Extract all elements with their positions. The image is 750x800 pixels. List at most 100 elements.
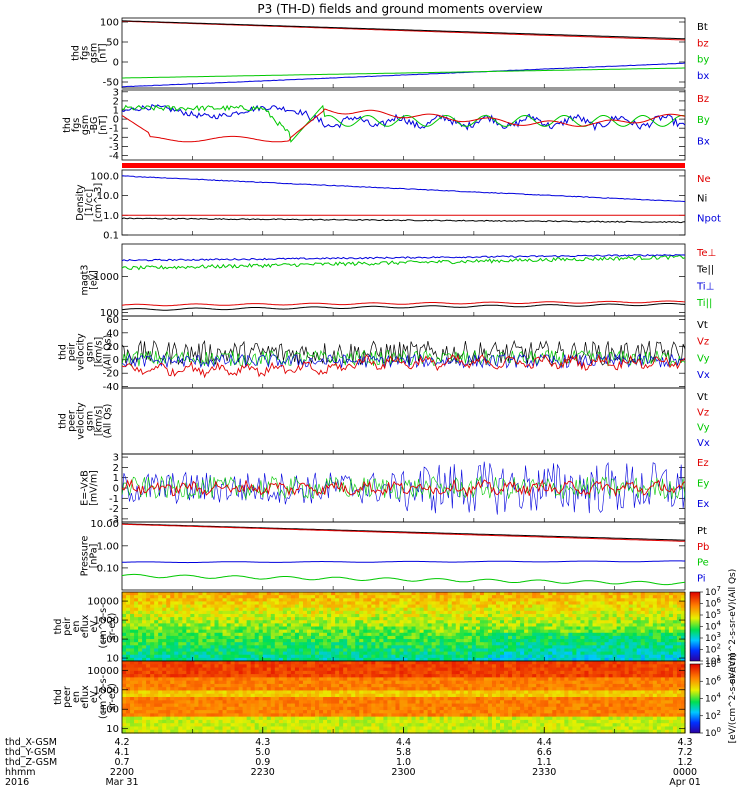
spectrogram-cell <box>395 620 401 624</box>
spectrogram-cell <box>487 604 493 609</box>
spectrogram-cell <box>222 645 228 650</box>
spectrogram-cell <box>399 670 405 675</box>
spectrogram-cell <box>640 617 646 621</box>
spectrogram-cell <box>660 592 666 596</box>
spectrogram-cell <box>315 595 320 599</box>
spectrogram-cell <box>311 598 316 603</box>
spectrogram-cell <box>608 598 614 603</box>
spectrogram-cell <box>186 635 191 640</box>
spectrogram-cell <box>463 610 469 615</box>
spectrogram-cell <box>387 610 393 615</box>
spectrogram-cell <box>222 680 228 685</box>
spectrogram-cell <box>491 592 497 596</box>
spectrogram-cell <box>294 693 300 698</box>
spectrogram-cell <box>652 617 658 621</box>
spectrogram-cell <box>411 654 417 659</box>
spectrogram-cell <box>170 697 175 701</box>
spectrogram-cell <box>122 723 127 728</box>
spectrogram-cell <box>387 683 393 688</box>
spectrogram-cell <box>379 598 384 603</box>
spectrogram-cell <box>323 710 328 714</box>
spectrogram-cell <box>500 642 505 646</box>
spectrogram-cell <box>491 648 497 653</box>
spectrogram-cell <box>363 713 368 718</box>
spectrogram-cell <box>274 595 280 599</box>
spectrogram-cell <box>311 635 316 640</box>
spectrogram-cell <box>451 632 457 637</box>
spectrogram-cell <box>154 690 159 695</box>
spectrogram-cell <box>592 651 598 656</box>
spectrogram-cell <box>415 620 421 624</box>
spectrogram-cell <box>327 726 332 731</box>
spectrogram-cell <box>528 657 533 662</box>
spectrogram-cell <box>343 664 348 669</box>
spectrogram-cell <box>676 648 682 653</box>
spectrogram-cell <box>278 664 284 669</box>
spectrogram-cell <box>512 651 517 656</box>
spectrogram-cell <box>600 595 606 599</box>
spectrogram-cell <box>122 683 127 688</box>
spectrogram-cell <box>443 623 449 628</box>
spectrogram-cell <box>323 613 328 618</box>
spectrogram-cell <box>331 713 336 718</box>
spectrogram-cell <box>419 620 425 624</box>
spectrogram-cell <box>319 670 324 675</box>
spectrogram-cell <box>315 710 320 714</box>
spectrogram-cell <box>612 595 618 599</box>
spectrogram-cell <box>306 683 312 688</box>
spectrogram-cell <box>648 632 654 637</box>
spectrogram-cell <box>298 648 304 653</box>
spectrogram-cell <box>660 598 666 603</box>
spectrogram-cell <box>254 703 260 708</box>
spectrogram-cell <box>311 697 316 701</box>
spectrogram-cell <box>375 657 380 662</box>
spectrogram-cell <box>190 723 195 728</box>
spectrogram-cell <box>399 610 405 615</box>
spectrogram-cell <box>198 703 204 708</box>
spectrogram-cell <box>274 629 280 634</box>
spectrogram-cell <box>315 613 320 618</box>
spectrogram-cell <box>138 703 143 708</box>
spectrogram-cell <box>214 610 220 615</box>
spectrogram-cell <box>620 642 626 646</box>
spectrogram-cell <box>218 719 224 724</box>
spectrogram-cell <box>672 601 678 606</box>
spectrogram-cell <box>302 617 308 621</box>
spectrogram-cell <box>218 687 224 692</box>
spectrogram-cell <box>467 610 473 615</box>
spectrogram-cell <box>138 716 143 721</box>
spectrogram-cell <box>604 632 610 637</box>
spectrogram-cell <box>548 617 553 621</box>
spectrogram-cell <box>234 629 240 634</box>
spectrogram-cell <box>335 667 340 672</box>
spectrogram-cell <box>375 693 380 698</box>
spectrogram-cell <box>190 713 195 718</box>
spectrogram-cell <box>375 729 380 734</box>
spectrogram-cell <box>170 664 175 669</box>
spectrogram-cell <box>335 657 340 662</box>
spectrogram-cell <box>246 706 252 711</box>
spectrogram-cell <box>202 607 208 612</box>
spectrogram-cell <box>592 657 598 662</box>
spectrogram-cell <box>206 677 212 682</box>
spectrogram-cell <box>680 592 686 596</box>
spectrogram-cell <box>367 623 372 628</box>
spectrogram-cell <box>142 648 147 653</box>
spectrogram-cell <box>315 639 320 643</box>
spectrogram-cell <box>399 595 405 599</box>
spectrogram-cell <box>648 592 654 596</box>
spectrogram-cell <box>387 635 393 640</box>
spectrogram-cell <box>246 674 252 678</box>
spectrogram-cell <box>347 677 352 682</box>
spectrogram-cell <box>254 601 260 606</box>
spectrogram-cell <box>443 626 449 631</box>
spectrogram-cell <box>335 654 340 659</box>
spectrogram-cell <box>520 645 525 650</box>
spectrogram-cell <box>174 703 179 708</box>
spectrogram-cell <box>451 604 457 609</box>
spectrogram-cell <box>411 729 417 734</box>
spectrogram-cell <box>138 598 143 603</box>
spectrogram-cell <box>246 729 252 734</box>
spectrogram-cell <box>455 657 461 662</box>
